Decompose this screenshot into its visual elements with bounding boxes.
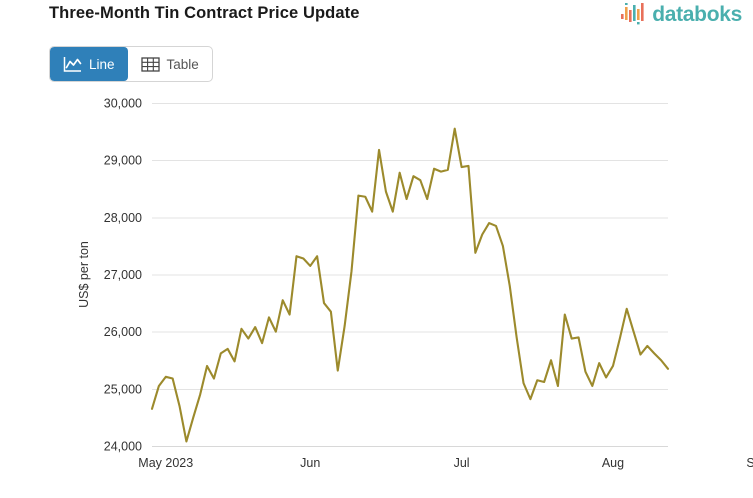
y-axis-title: US$ per ton — [77, 241, 91, 308]
x-tick-label: May 2023 — [138, 456, 193, 470]
table-grid-icon — [140, 56, 160, 72]
y-tick-label: 24,000 — [104, 440, 142, 454]
y-tick-label: 27,000 — [104, 268, 142, 282]
line-chart-icon — [63, 56, 82, 72]
y-tick-label: 29,000 — [104, 154, 142, 168]
x-tick-label: Jul — [454, 456, 470, 470]
y-tick-label: 26,000 — [104, 325, 142, 339]
chart-gridlines — [152, 103, 668, 447]
view-toggle-group[interactable]: Line Table — [49, 46, 213, 82]
line-chart: 24,000 25,000 26,000 27,000 28,000 29,000 30,0… — [77, 97, 753, 471]
series-line-tin-price — [150, 127, 670, 443]
y-tick-label: 28,000 — [104, 211, 142, 225]
brand-logo: databoks — [621, 3, 742, 25]
x-tick-label: Sep — [746, 456, 753, 470]
y-tick-label: 30,000 — [104, 97, 142, 111]
y-axis-tick-labels: 24,000 25,000 26,000 27,000 28,000 29,000 30,0… — [104, 97, 142, 454]
brand-name: databoks — [652, 2, 742, 26]
y-tick-label: 25,000 — [104, 382, 142, 396]
bar-chart-logo-icon — [621, 3, 644, 25]
tab-line-label: Line — [89, 56, 115, 72]
x-axis-tick-labels: May 2023 Jun Jul Aug Sep — [138, 456, 753, 470]
tab-line-view[interactable]: Line — [50, 47, 128, 81]
tab-table-label: Table — [166, 56, 199, 72]
page-title: Three-Month Tin Contract Price Update — [49, 4, 360, 22]
tab-table-view[interactable]: Table — [128, 47, 212, 81]
page-header: Three-Month Tin Contract Price Update da… — [0, 0, 753, 40]
chart-container: 24,000 25,000 26,000 27,000 28,000 29,000 30,0… — [0, 86, 753, 498]
x-tick-label: Jun — [300, 456, 320, 470]
x-tick-label: Aug — [602, 456, 624, 470]
